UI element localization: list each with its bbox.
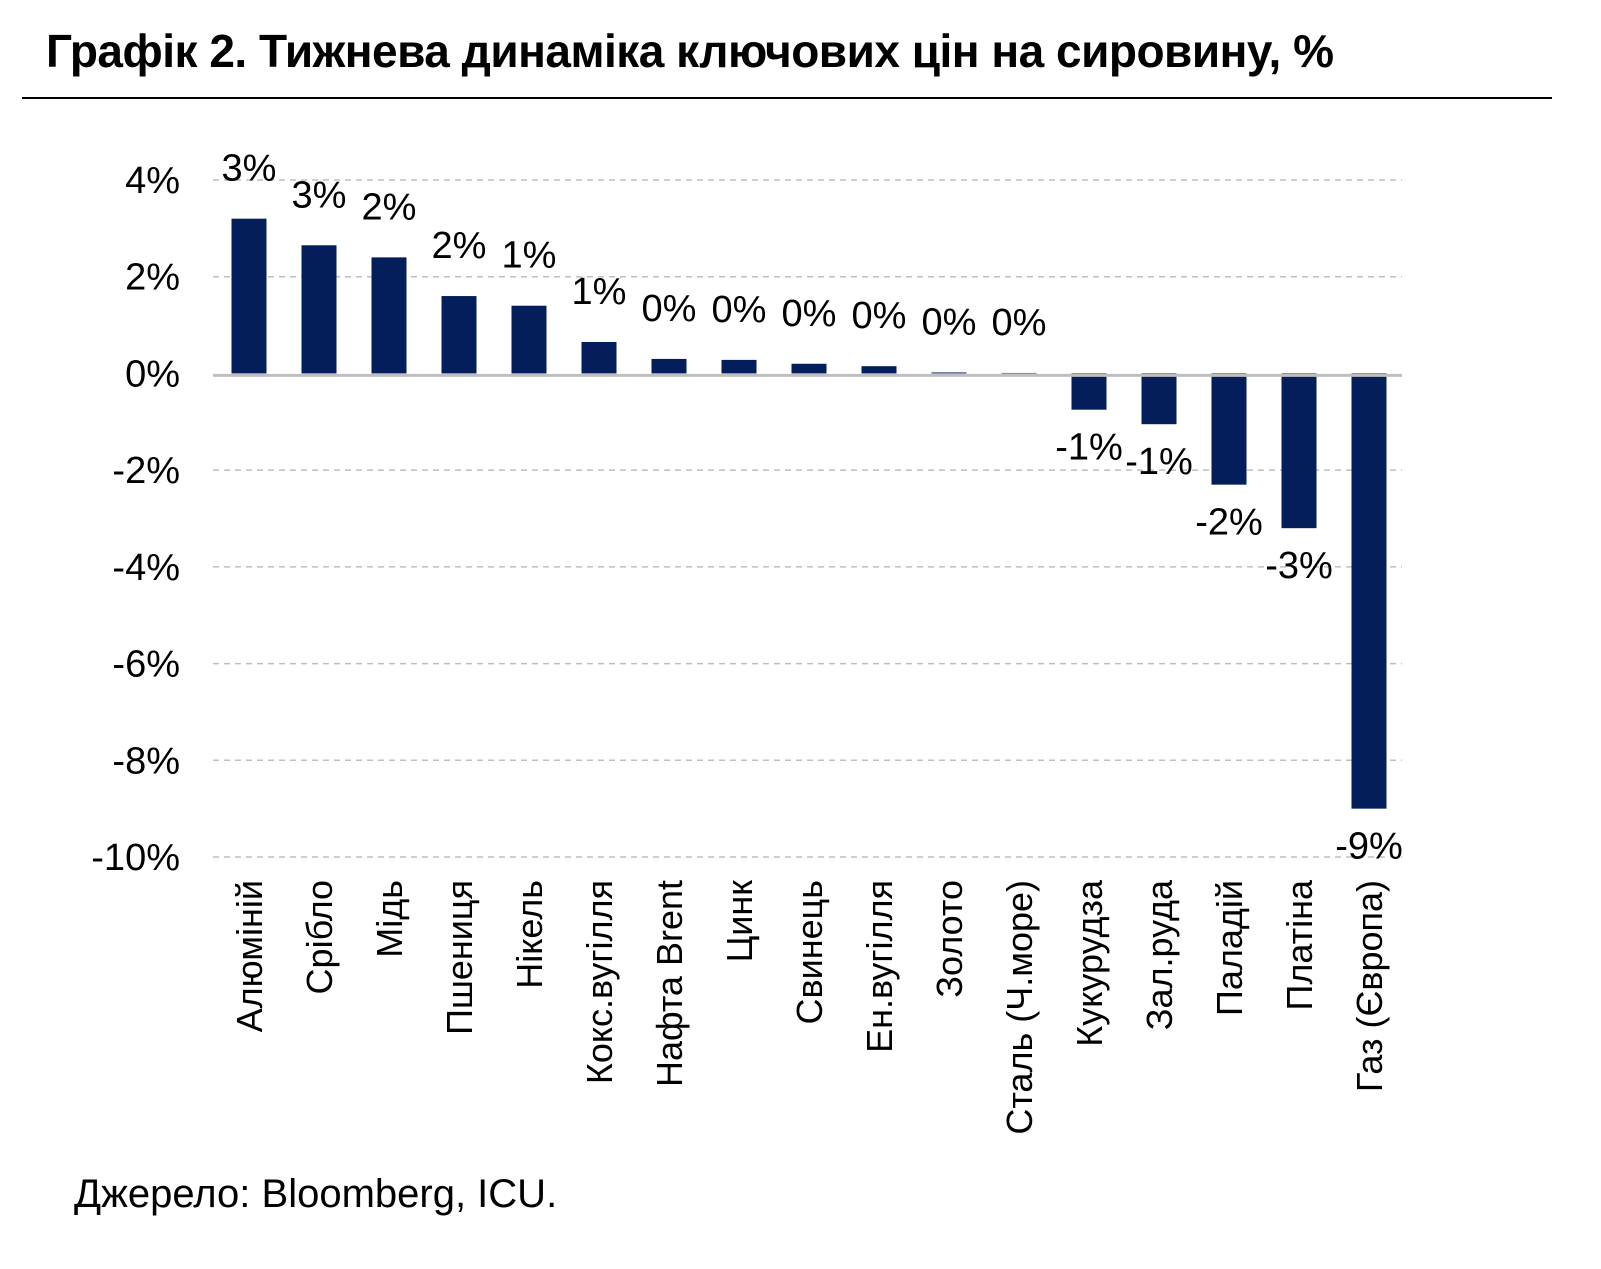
category-label: Паладій xyxy=(1209,880,1250,1016)
category-label: Сталь (Ч.море) xyxy=(999,880,1040,1135)
category-label: Платіна xyxy=(1279,879,1320,1010)
bar xyxy=(1281,373,1317,529)
bar xyxy=(1211,373,1247,485)
y-tick-label: -2% xyxy=(112,450,180,492)
bar xyxy=(861,366,897,374)
y-tick-label: 4% xyxy=(125,160,180,202)
category-label: Нікель xyxy=(509,880,550,989)
bar xyxy=(1071,373,1107,410)
chart-title: Графік 2. Тижнева динаміка ключових цін … xyxy=(46,25,1334,77)
bar xyxy=(301,245,337,374)
category-label: Цинк xyxy=(719,880,760,963)
y-tick-label: 0% xyxy=(125,353,180,395)
category-label: Зал.руда xyxy=(1139,879,1180,1030)
data-label: -9% xyxy=(1335,826,1403,868)
y-tick-label: -10% xyxy=(91,837,180,879)
category-label: Нафта Brent xyxy=(649,880,690,1087)
bar xyxy=(511,305,547,374)
y-tick-label: -6% xyxy=(112,644,180,686)
category-label: Ен.вугілля xyxy=(859,880,900,1053)
category-label: Кукурудза xyxy=(1069,879,1110,1047)
data-label: 0% xyxy=(712,289,767,331)
data-label: 3% xyxy=(292,174,347,216)
bar xyxy=(371,257,407,374)
data-label: -3% xyxy=(1265,545,1333,587)
bar xyxy=(581,341,617,374)
category-label: Срібло xyxy=(299,880,340,994)
data-label: 3% xyxy=(222,148,277,190)
data-label: -2% xyxy=(1195,502,1263,544)
data-label: 0% xyxy=(642,288,697,330)
category-label: Мідь xyxy=(369,880,410,958)
data-label: 1% xyxy=(572,271,627,313)
data-label: 0% xyxy=(782,293,837,335)
category-label: Кокс.вугілля xyxy=(579,880,620,1084)
data-label: 1% xyxy=(502,235,557,277)
y-tick-label: 2% xyxy=(125,257,180,299)
bar xyxy=(721,359,757,374)
data-label: 0% xyxy=(992,302,1047,344)
category-label: Газ (Європа) xyxy=(1349,880,1390,1092)
bar xyxy=(1141,373,1177,425)
category-label: Золото xyxy=(929,880,970,998)
bar xyxy=(1001,372,1037,374)
data-label: -1% xyxy=(1055,427,1123,469)
source-note: Джерело: Bloomberg, ICU. xyxy=(74,1172,558,1216)
bar xyxy=(931,372,967,374)
y-tick-label: -4% xyxy=(112,547,180,589)
bar xyxy=(1351,373,1387,809)
bar xyxy=(651,358,687,374)
data-label: 0% xyxy=(852,295,907,337)
category-label: Пшениця xyxy=(439,880,480,1035)
title-underline xyxy=(22,97,1552,99)
bar xyxy=(791,363,827,374)
category-label: Алюміній xyxy=(229,880,270,1032)
bar xyxy=(441,296,477,374)
data-label: 2% xyxy=(432,225,487,267)
y-tick-label: -8% xyxy=(112,740,180,782)
data-label: 0% xyxy=(922,301,977,343)
bar xyxy=(231,218,267,374)
category-label: Свинець xyxy=(789,880,830,1025)
data-label: -1% xyxy=(1125,441,1193,483)
data-label: 2% xyxy=(362,186,417,228)
